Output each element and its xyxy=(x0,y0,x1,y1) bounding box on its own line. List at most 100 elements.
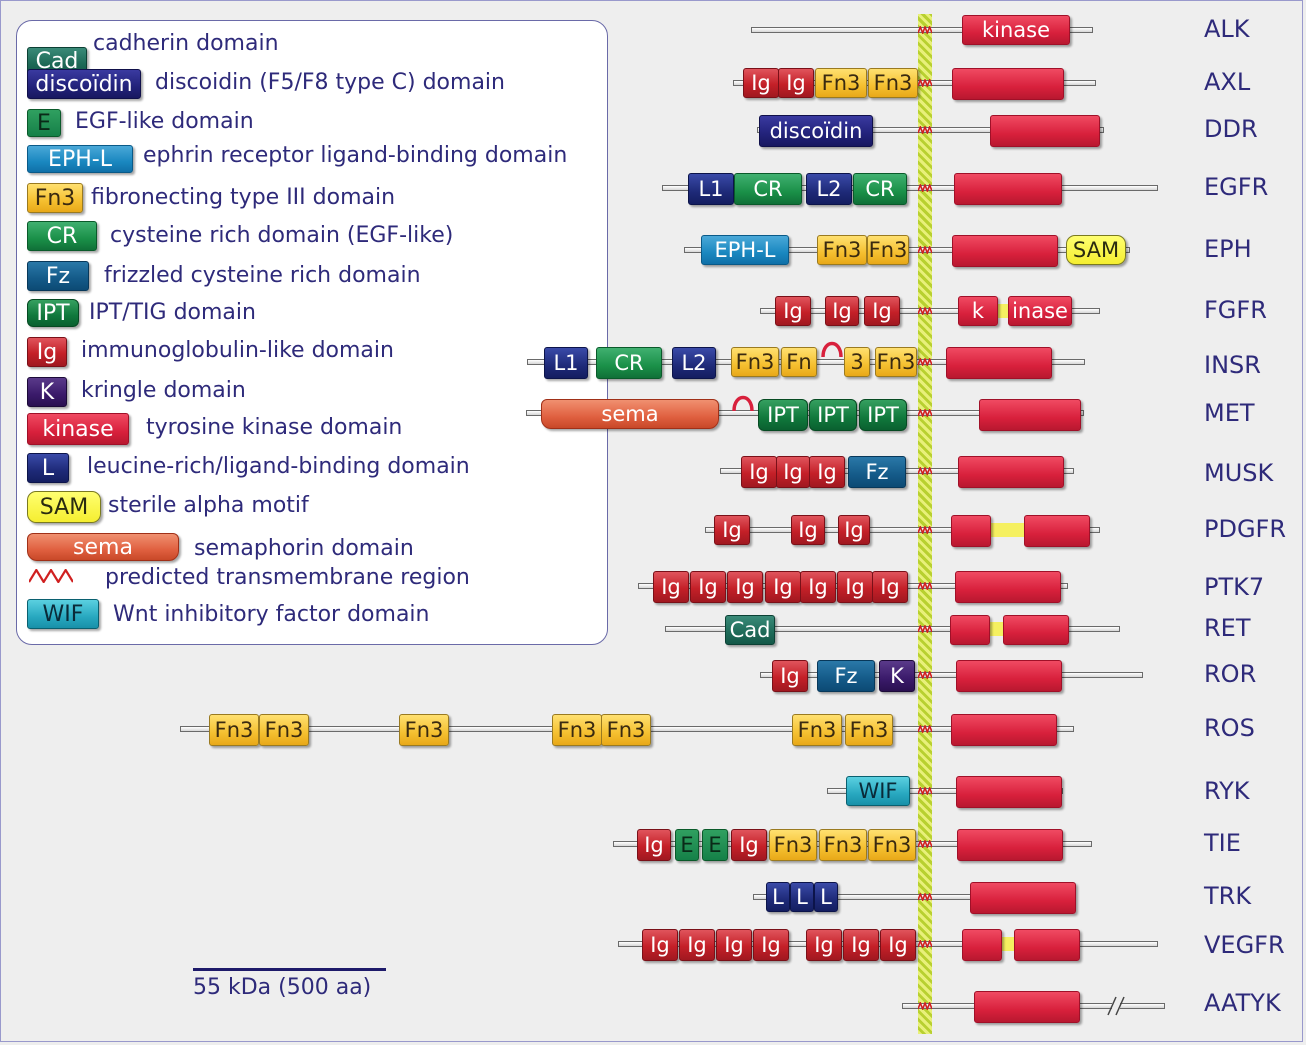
transmembrane-icon xyxy=(918,184,932,192)
domain-fn3: Fn3 xyxy=(792,714,842,746)
transmembrane-icon xyxy=(918,526,932,534)
domain-k: K xyxy=(879,660,915,692)
protein-name: EGFR xyxy=(1204,173,1269,201)
legend-label: IPT/TIG domain xyxy=(89,300,256,325)
domain-l: L xyxy=(766,882,790,912)
protein-name: TIE xyxy=(1204,829,1241,857)
legend-swatch-K: K xyxy=(27,377,67,407)
domain-cr: CR xyxy=(596,347,662,379)
transmembrane-icon xyxy=(918,787,932,795)
domain-fn3: Fn3 xyxy=(731,347,779,377)
domain-kin xyxy=(974,991,1080,1023)
legend-swatch-EPH: EPH-L xyxy=(27,145,133,173)
legend-label: cysteine rich domain (EGF-like) xyxy=(110,223,454,248)
domain-e: E xyxy=(675,829,699,861)
legend-swatch-IPT: IPT xyxy=(27,299,79,327)
domain-ig: Ig xyxy=(776,456,810,488)
protein-name: AATYK xyxy=(1204,989,1281,1017)
domain-ig: Ig xyxy=(653,571,689,603)
domain-kin xyxy=(951,515,991,547)
domain-l: L2 xyxy=(806,173,852,205)
transmembrane-icon xyxy=(918,1002,932,1010)
backbone-line xyxy=(705,527,1100,533)
domain-l: L2 xyxy=(672,347,716,379)
domain-ig: Ig xyxy=(880,929,916,961)
domain-fn3: Fn3 xyxy=(868,68,918,98)
domain-fn3: Fn3 xyxy=(209,714,259,746)
transmembrane-icon xyxy=(918,126,932,134)
transmembrane-icon xyxy=(918,79,932,87)
legend-label: EGF-like domain xyxy=(75,109,254,134)
legend-label: kringle domain xyxy=(81,378,246,403)
domain-kin xyxy=(1014,929,1080,961)
protein-name: PTK7 xyxy=(1204,573,1265,601)
domain-kin xyxy=(1024,515,1090,547)
cell-membrane xyxy=(918,14,932,1034)
protein-name: DDR xyxy=(1204,115,1258,143)
domain-ig: Ig xyxy=(753,929,789,961)
legend-swatch-E: E xyxy=(27,109,61,137)
transmembrane-icon xyxy=(918,582,932,590)
domain-kin xyxy=(957,829,1063,861)
legend-label: Wnt inhibitory factor domain xyxy=(113,602,430,627)
domain-kin xyxy=(1003,615,1069,645)
legend-swatch-sema: sema xyxy=(27,533,179,561)
domain-ig: Ig xyxy=(731,829,767,861)
domain-e: E xyxy=(702,829,728,861)
backbone-line xyxy=(662,185,1158,191)
domain-fz: Fz xyxy=(817,660,875,692)
legend-label: tyrosine kinase domain xyxy=(146,415,403,440)
domain-kin xyxy=(954,173,1062,205)
legend-swatch-disc: discoïdin xyxy=(27,69,141,99)
domain-fz: Fz xyxy=(848,456,906,488)
domain-sema: sema xyxy=(541,399,719,429)
backbone-line xyxy=(760,672,1143,678)
break-gap xyxy=(1112,1002,1120,1010)
protein-name: ROR xyxy=(1204,660,1257,688)
domain-ig: Ig xyxy=(772,660,808,692)
legend-swatch-kin: kinase xyxy=(27,413,129,445)
domain-l: L1 xyxy=(544,347,588,379)
scale-bar xyxy=(193,968,386,971)
domain-kin xyxy=(962,929,1002,961)
domain-l: L xyxy=(814,882,838,912)
domain-ipt: IPT xyxy=(758,399,808,431)
domain-kin xyxy=(946,347,1052,379)
transmembrane-icon xyxy=(918,358,932,366)
domain-fn3: Fn3 xyxy=(815,68,867,98)
domain-ipt: IPT xyxy=(859,399,907,431)
domain-fn3: 3 xyxy=(844,347,870,377)
protein-name: PDGFR xyxy=(1204,515,1287,543)
domain-fn3: Fn3 xyxy=(819,829,867,861)
domain-fn3: Fn3 xyxy=(399,714,449,746)
domain-ig: Ig xyxy=(809,456,845,488)
domain-ig: Ig xyxy=(637,829,671,861)
domain-ig: Ig xyxy=(690,571,726,603)
transmembrane-icon xyxy=(918,840,932,848)
domain-fn3: Fn3 xyxy=(769,829,817,861)
protein-name: VEGFR xyxy=(1204,931,1285,959)
domain-ig: Ig xyxy=(778,68,814,98)
domain-fn3: Fn3 xyxy=(552,714,602,746)
kinase-insert xyxy=(1002,937,1014,951)
domain-kin xyxy=(952,235,1058,267)
backbone-line xyxy=(665,626,1120,632)
legend-label: frizzled cysteine rich domain xyxy=(104,263,421,288)
domain-kin xyxy=(951,714,1057,746)
domain-ig: Ig xyxy=(843,929,879,961)
protein-name: INSR xyxy=(1204,351,1261,379)
domain-fn3: Fn3 xyxy=(868,829,916,861)
domain-ig: Ig xyxy=(838,515,870,545)
legend-label: predicted transmembrane region xyxy=(105,565,470,590)
domain-ig: Ig xyxy=(872,571,908,603)
protein-name: TRK xyxy=(1204,882,1252,910)
domain-kin xyxy=(970,882,1076,914)
domain-kin xyxy=(979,399,1081,431)
domain-kin xyxy=(952,68,1064,100)
transmembrane-icon xyxy=(918,940,932,948)
transmembrane-icon xyxy=(918,467,932,475)
legend-label: discoidin (F5/F8 type C) domain xyxy=(155,70,505,95)
cleavage-arc-icon xyxy=(821,341,843,358)
